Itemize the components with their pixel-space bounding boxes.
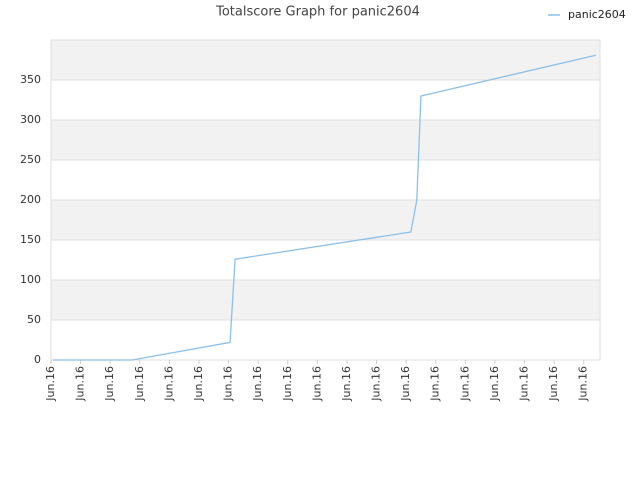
plot-band (51, 200, 600, 240)
plot-band (51, 320, 600, 360)
plot-band (51, 120, 600, 160)
y-tick-label: 150 (20, 233, 41, 246)
x-tick-label: Jun.16 (399, 366, 412, 402)
x-tick-label: Jun.16 (44, 366, 57, 402)
plot-band (51, 280, 600, 320)
x-tick-label: Jun.16 (547, 366, 560, 402)
x-tick-label: Jun.16 (340, 366, 353, 402)
x-tick-label: Jun.16 (458, 366, 471, 402)
y-tick-label: 200 (20, 193, 41, 206)
x-tick-label: Jun.16 (192, 366, 205, 402)
x-tick-label: Jun.16 (518, 366, 531, 402)
chart-title: Totalscore Graph for panic2604 (215, 5, 420, 20)
x-tick-label: Jun.16 (251, 366, 264, 402)
x-tick-label: Jun.16 (310, 366, 323, 402)
x-tick-label: Jun.16 (222, 366, 235, 402)
plot-band (51, 240, 600, 280)
y-tick-label: 350 (20, 73, 41, 86)
y-tick-label: 50 (27, 313, 41, 326)
y-tick-label: 300 (20, 113, 41, 126)
line-series (53, 54, 597, 361)
legend-label: panic2604 (568, 8, 626, 21)
plot-band (51, 40, 600, 80)
plot-band (51, 160, 600, 200)
x-tick-label: Jun.16 (429, 366, 442, 402)
plot-band (51, 80, 600, 120)
x-tick-label: Jun.16 (162, 366, 175, 402)
x-tick-label: Jun.16 (370, 366, 383, 402)
y-tick-label: 100 (20, 273, 41, 286)
x-tick-label: Jun.16 (103, 366, 116, 402)
x-tick-label: Jun.16 (74, 366, 87, 402)
x-tick-label: Jun.16 (133, 366, 146, 402)
y-tick-label: 0 (34, 353, 41, 366)
x-tick-label: Jun.16 (577, 366, 590, 402)
x-tick-label: Jun.16 (281, 366, 294, 402)
x-tick-label: Jun.16 (488, 366, 501, 402)
y-tick-label: 250 (20, 153, 41, 166)
